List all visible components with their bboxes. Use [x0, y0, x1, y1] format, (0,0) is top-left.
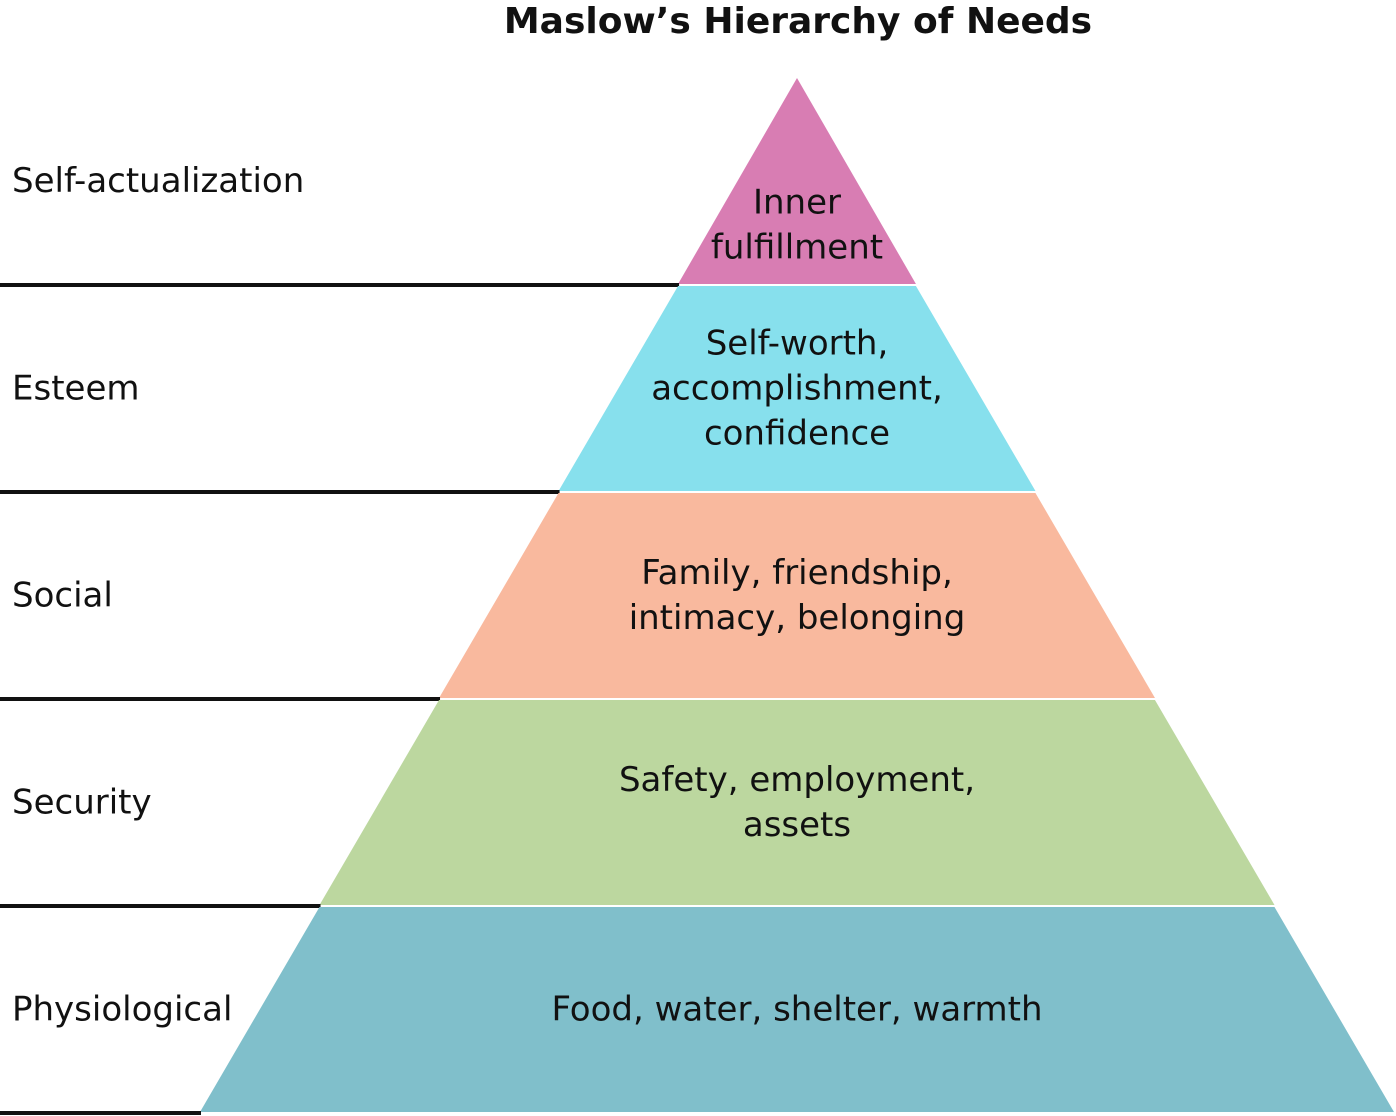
- tier-description-line: assets: [743, 805, 851, 845]
- tier-4: [319, 700, 1275, 905]
- level-label: Security: [12, 783, 152, 823]
- tier-description-line: Safety, employment,: [619, 760, 975, 800]
- level-label: Physiological: [12, 990, 232, 1030]
- diagram-title: Maslow’s Hierarchy of Needs: [503, 1, 1093, 42]
- tier-3: [439, 493, 1155, 698]
- tier-description-line: Inner: [753, 183, 841, 223]
- tier-description-line: Family, friendship,: [641, 553, 953, 593]
- tier-description-line: fulfillment: [711, 228, 883, 268]
- tier-description-line: confidence: [704, 414, 890, 454]
- level-label: Esteem: [12, 369, 139, 409]
- tier-description: Food, water, shelter, warmth: [551, 990, 1042, 1030]
- tier-description-line: Food, water, shelter, warmth: [551, 990, 1042, 1030]
- tier-1: [678, 78, 916, 284]
- tier-description: Inner fulfillment: [711, 183, 883, 268]
- level-label: Self-actualization: [12, 161, 304, 201]
- tier-description-line: accomplishment,: [651, 369, 943, 409]
- tier-5: [200, 907, 1394, 1112]
- tier-description: Safety, employment, assets: [619, 760, 975, 845]
- tier-description: Family, friendship, intimacy, belonging: [629, 553, 966, 638]
- level-label: Social: [12, 576, 113, 616]
- tier-description: Self-worth, accomplishment, confidence: [651, 324, 943, 454]
- tier-2: [558, 286, 1036, 491]
- tier-description-line: intimacy, belonging: [629, 598, 966, 638]
- tier-description-line: Self-worth,: [706, 324, 889, 364]
